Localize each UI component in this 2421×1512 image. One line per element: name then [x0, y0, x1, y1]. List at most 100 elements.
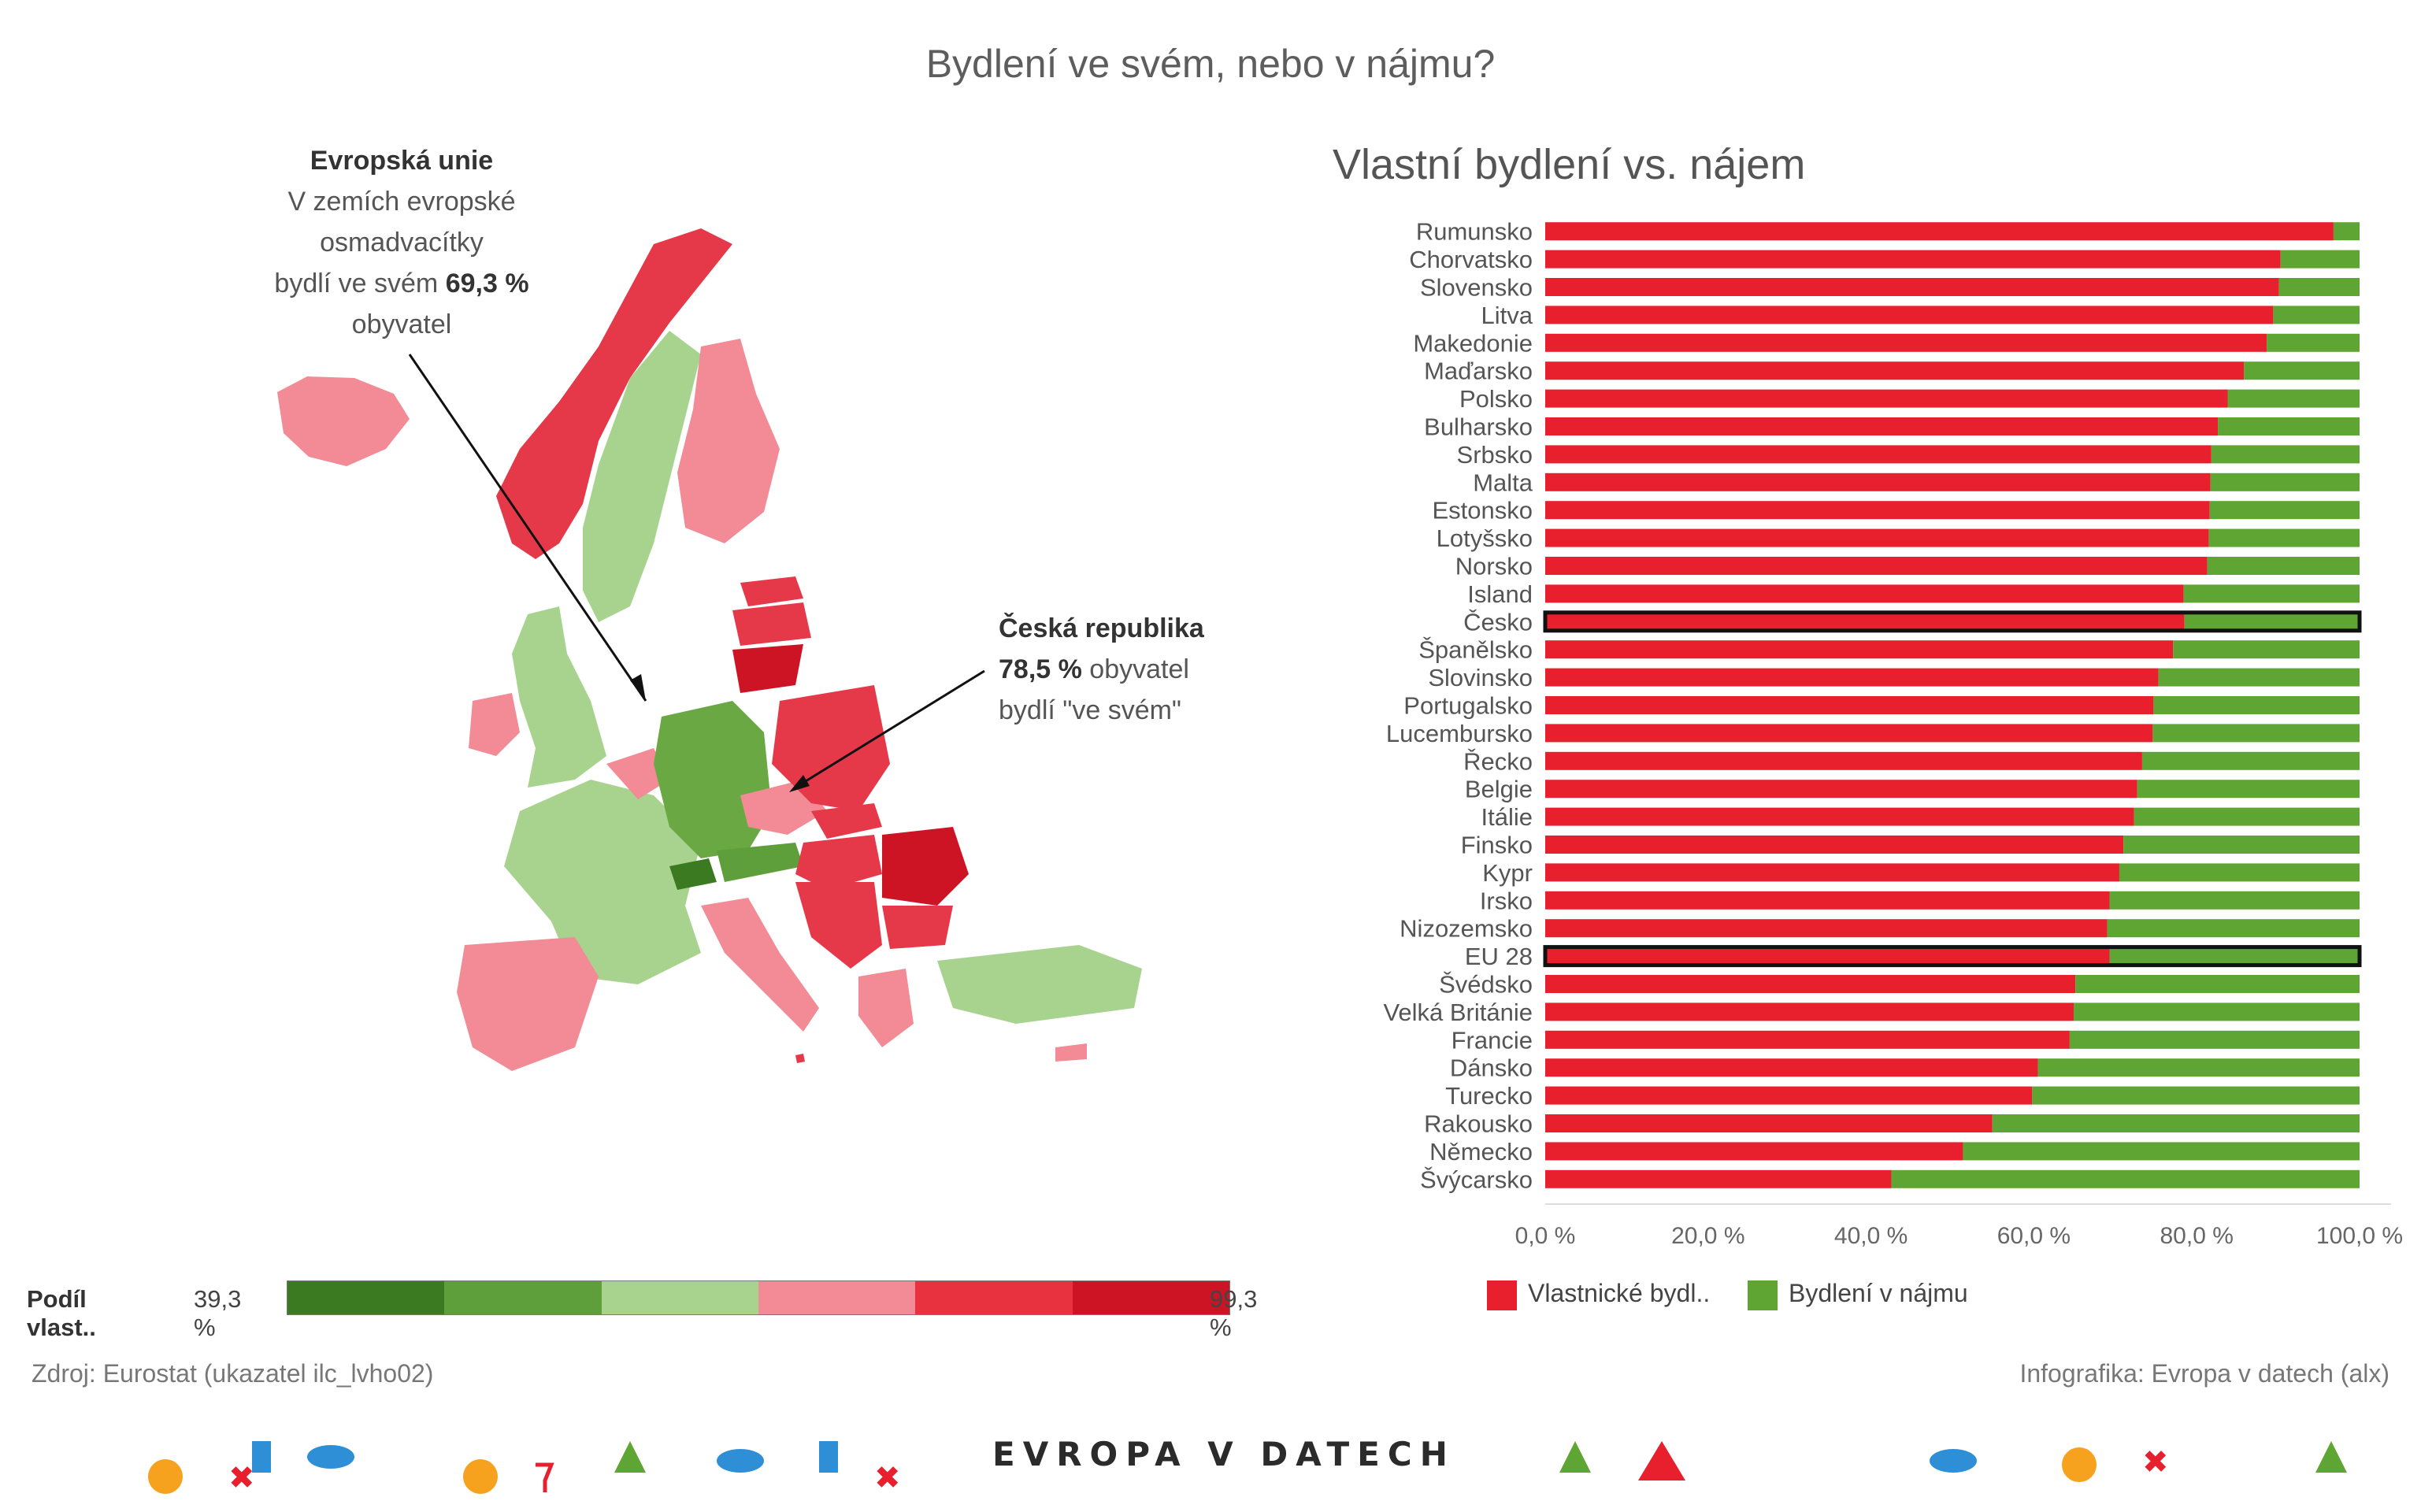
bar-rented[interactable] — [2183, 584, 2360, 603]
x-tick-label: 20,0 % — [1671, 1223, 1744, 1249]
category-label: Česko — [1463, 608, 1533, 636]
bar-rented[interactable] — [2074, 1002, 2360, 1021]
legend-item-owned[interactable]: Vlastnické bydl.. — [1487, 1279, 1710, 1310]
bar-rented[interactable] — [1963, 1142, 2360, 1161]
bar-rented[interactable] — [2123, 836, 2360, 854]
legend-label-rented: Bydlení v nájmu — [1789, 1279, 1968, 1307]
bar-rented[interactable] — [2280, 250, 2360, 269]
bar-rented[interactable] — [2267, 333, 2360, 352]
bar-rented[interactable] — [2109, 891, 2360, 910]
bar-owned[interactable] — [1545, 278, 2279, 296]
bar-rented[interactable] — [2069, 1030, 2360, 1049]
bar-rented[interactable] — [2209, 501, 2360, 520]
map-legend-step-4 — [758, 1281, 916, 1314]
bar-rented[interactable] — [2109, 947, 2360, 965]
bar-owned[interactable] — [1545, 361, 2245, 380]
bar-rented[interactable] — [2278, 278, 2360, 296]
bar-owned[interactable] — [1545, 919, 2108, 938]
bar-rented[interactable] — [2119, 863, 2360, 882]
x-tick-label: 40,0 % — [1834, 1223, 1908, 1249]
bar-rented[interactable] — [2207, 557, 2360, 575]
category-label: Chorvatsko — [1409, 246, 1533, 273]
bar-rented[interactable] — [2075, 975, 2360, 993]
bar-owned[interactable] — [1545, 947, 2110, 965]
bar-rented[interactable] — [2134, 807, 2360, 826]
bar-owned[interactable] — [1545, 696, 2154, 714]
bar-owned[interactable] — [1545, 1030, 2070, 1049]
bar-owned[interactable] — [1545, 389, 2228, 408]
bar-owned[interactable] — [1545, 306, 2274, 324]
bar-rented[interactable] — [2218, 417, 2360, 435]
x-tick-label: 0,0 % — [1515, 1223, 1576, 1249]
bar-owned[interactable] — [1545, 1002, 2074, 1021]
category-label: Nizozemsko — [1400, 915, 1533, 943]
annotation-cz-line2: obyvatel — [1081, 654, 1189, 684]
map-cyprus — [1055, 1043, 1087, 1062]
bar-owned[interactable] — [1545, 751, 2142, 770]
bar-rented[interactable] — [2211, 445, 2360, 464]
bar-rented[interactable] — [2244, 361, 2360, 380]
bar-owned[interactable] — [1545, 1142, 1963, 1161]
bar-owned[interactable] — [1545, 668, 2159, 687]
bar-owned[interactable] — [1545, 1114, 1993, 1132]
annotation-cz: Česká republika 78,5 % obyvatel bydlí "v… — [999, 608, 1314, 731]
bar-owned[interactable] — [1545, 891, 2110, 910]
bar-rented[interactable] — [2184, 612, 2360, 631]
mountain-icon — [1638, 1441, 1685, 1480]
bar-owned[interactable] — [1545, 780, 2137, 799]
bar-rented[interactable] — [2333, 222, 2360, 241]
bar-rented[interactable] — [1992, 1114, 2360, 1132]
map-germany — [654, 701, 772, 858]
eu-arrow — [408, 354, 647, 702]
bar-rented[interactable] — [2141, 751, 2360, 770]
sun-icon-3 — [2062, 1447, 2097, 1482]
bar-rented[interactable] — [2107, 919, 2360, 938]
category-label: Polsko — [1459, 385, 1533, 413]
category-label: Belgie — [1465, 776, 1533, 803]
bar-owned[interactable] — [1545, 807, 2134, 826]
bar-owned[interactable] — [1545, 250, 2281, 269]
bar-rented[interactable] — [2210, 472, 2360, 491]
cz-arrow-head — [789, 775, 810, 792]
bar-rented[interactable] — [2137, 780, 2360, 799]
bar-owned[interactable] — [1545, 1086, 2033, 1105]
bar-rented[interactable] — [1891, 1169, 2360, 1188]
bar-owned[interactable] — [1545, 1058, 2038, 1077]
bar-owned[interactable] — [1545, 417, 2219, 435]
category-label: Island — [1467, 580, 1533, 608]
bar-rented[interactable] — [2037, 1058, 2360, 1077]
bar-rented[interactable] — [2273, 306, 2360, 324]
bar-owned[interactable] — [1545, 222, 2334, 241]
bar-rented[interactable] — [2032, 1086, 2360, 1105]
bar-owned[interactable] — [1545, 472, 2211, 491]
legend-item-rented[interactable]: Bydlení v nájmu — [1748, 1279, 1968, 1310]
map-finland — [677, 339, 780, 543]
bar-owned[interactable] — [1545, 501, 2210, 520]
annotation-cz-value: 78,5 % — [999, 654, 1082, 684]
bar-rented[interactable] — [2153, 696, 2360, 714]
bar-owned[interactable] — [1545, 445, 2212, 464]
bar-owned[interactable] — [1545, 724, 2153, 743]
bar-owned[interactable] — [1545, 975, 2076, 993]
bar-rented[interactable] — [2208, 528, 2360, 547]
category-label: Itálie — [1481, 803, 1533, 831]
wine-icon — [536, 1462, 554, 1492]
bar-owned[interactable] — [1545, 863, 2119, 882]
bar-owned[interactable] — [1545, 584, 2184, 603]
bar-rented[interactable] — [2227, 389, 2360, 408]
bar-owned[interactable] — [1545, 640, 2174, 659]
bar-rented[interactable] — [2173, 640, 2360, 659]
bar-owned[interactable] — [1545, 836, 2124, 854]
map-legend-min: 39,3 % — [194, 1285, 242, 1341]
bar-rented[interactable] — [2158, 668, 2360, 687]
bar-owned[interactable] — [1545, 557, 2208, 575]
bar-owned[interactable] — [1545, 333, 2267, 352]
bar-owned[interactable] — [1545, 612, 2185, 631]
bar-highlight — [1543, 945, 2362, 968]
sun-icon-2 — [463, 1459, 498, 1494]
map-malta — [795, 1054, 805, 1063]
bar-owned[interactable] — [1545, 528, 2209, 547]
bar-owned[interactable] — [1545, 1169, 1892, 1188]
annotation-cz-heading: Česká republika — [999, 613, 1204, 643]
bar-rented[interactable] — [2152, 724, 2360, 743]
